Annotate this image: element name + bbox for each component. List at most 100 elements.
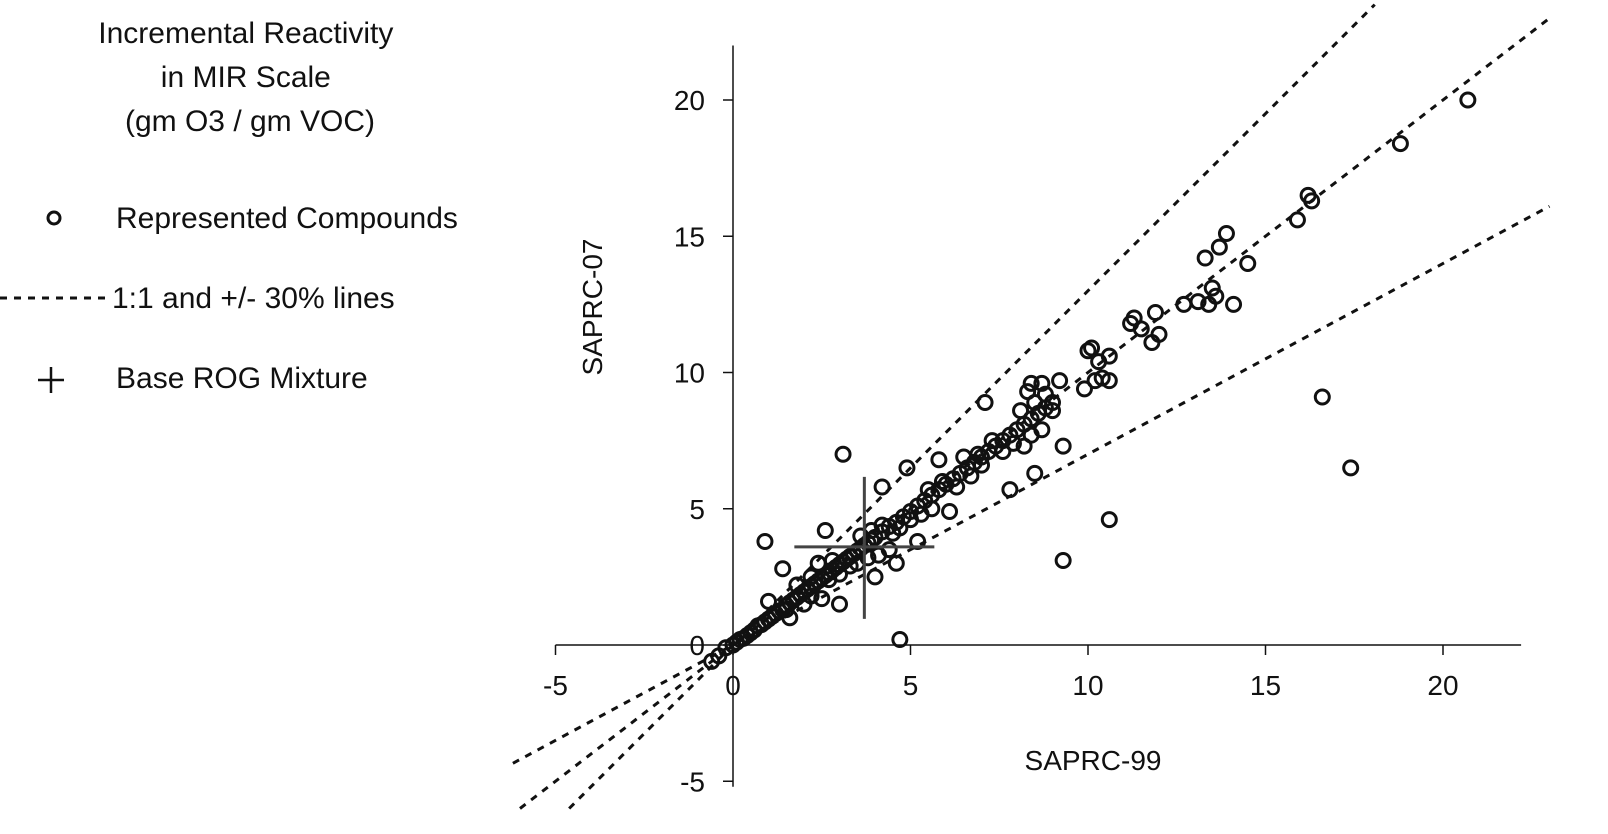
data-point — [909, 532, 927, 550]
data-point — [1012, 402, 1030, 420]
x-tick-label: 5 — [903, 670, 919, 701]
data-point — [873, 478, 891, 496]
data-point — [760, 592, 777, 610]
data-point — [866, 568, 884, 586]
data-point — [1196, 249, 1214, 267]
reference-lines — [512, 3, 1551, 810]
data-point — [1033, 421, 1051, 439]
data-point — [887, 554, 905, 572]
data-point — [1001, 481, 1019, 499]
data-point — [788, 576, 806, 594]
data-point — [1100, 347, 1118, 365]
data-point — [1203, 279, 1221, 297]
chart-title-line-1: Incremental Reactivity — [98, 17, 393, 50]
data-point — [994, 443, 1012, 461]
data-point — [823, 552, 841, 570]
y-tick-label: 0 — [689, 630, 705, 661]
data-point — [919, 481, 937, 499]
data-point — [1391, 135, 1409, 153]
y-tick-label: -5 — [680, 766, 705, 797]
data-point — [983, 432, 1001, 450]
data-point — [802, 587, 820, 605]
legend-circle-marker — [46, 210, 62, 226]
data-point — [802, 568, 820, 586]
data-point — [1313, 388, 1331, 406]
data-point — [1210, 238, 1228, 256]
x-tick-label: 10 — [1072, 670, 1103, 701]
data-point — [1100, 372, 1118, 390]
data-point — [1079, 342, 1097, 360]
axes: -5 0 5 10 15 20 -5 0 5 10 15 20 — [543, 45, 1522, 797]
legend-label-lines: 1:1 and +/- 30% lines — [112, 282, 395, 315]
data-point — [1217, 225, 1235, 243]
data-point — [1054, 437, 1072, 455]
data-point — [781, 609, 799, 627]
chart-title: Incremental Reactivity in MIR Scale (gm … — [98, 17, 401, 138]
y-axis-label: SAPRC-07 — [577, 239, 608, 376]
legend-label-compounds: Represented Compounds — [116, 202, 458, 235]
x-tick-label: 0 — [725, 670, 741, 701]
data-point — [1026, 464, 1044, 482]
data-point — [1051, 372, 1069, 390]
data-point — [923, 500, 941, 518]
legend-plus-marker — [38, 367, 64, 393]
y-tick-label: 5 — [689, 494, 705, 525]
data-points — [703, 91, 1477, 670]
chart-title-line-2: in MIR Scale — [161, 61, 331, 94]
data-point — [774, 560, 792, 578]
data-point — [1036, 385, 1054, 403]
data-point — [1225, 295, 1243, 313]
y-tick-label: 15 — [674, 221, 705, 252]
data-point — [1019, 383, 1037, 401]
data-point — [1459, 91, 1477, 109]
x-tick-label: 15 — [1250, 670, 1281, 701]
data-point — [1146, 304, 1164, 322]
data-point — [1075, 380, 1093, 398]
data-point — [1189, 293, 1207, 311]
data-point — [1054, 552, 1072, 570]
legend-label-base-rog: Base ROG Mixture — [116, 362, 368, 395]
reference-line — [512, 204, 1551, 765]
data-point — [831, 565, 848, 583]
data-point — [891, 631, 909, 649]
data-point — [1288, 211, 1306, 229]
x-axis-label: SAPRC-99 — [1025, 745, 1162, 776]
data-point — [930, 451, 948, 469]
data-point — [1033, 374, 1051, 392]
data-point — [831, 595, 848, 613]
chart-title-line-3: (gm O3 / gm VOC) — [125, 105, 375, 138]
data-point — [756, 532, 774, 550]
data-point — [976, 393, 994, 411]
data-point — [859, 549, 877, 567]
x-tick-label: 20 — [1427, 670, 1458, 701]
data-point — [834, 445, 852, 463]
data-point — [873, 516, 891, 534]
legend: Incremental Reactivity in MIR Scale (gm … — [0, 17, 458, 395]
data-point — [880, 541, 898, 559]
data-point — [1342, 459, 1360, 477]
data-point — [941, 502, 959, 520]
y-tick-label: 10 — [674, 358, 705, 389]
data-point — [1100, 511, 1118, 529]
base-rog-mixture-marker — [794, 476, 935, 619]
data-point — [1004, 434, 1022, 452]
data-point — [1022, 374, 1040, 392]
data-point — [1299, 186, 1317, 204]
data-point — [1207, 287, 1225, 305]
x-tick-label: -5 — [543, 670, 568, 701]
data-point — [1239, 255, 1257, 272]
data-point — [973, 456, 990, 474]
data-point — [816, 522, 834, 540]
data-point — [1125, 309, 1143, 327]
data-point — [962, 467, 980, 485]
data-point — [777, 601, 795, 619]
data-point — [1044, 402, 1061, 420]
data-point — [969, 445, 987, 463]
data-point — [933, 473, 951, 490]
data-point — [898, 459, 916, 477]
data-point — [1150, 325, 1168, 343]
data-point — [813, 590, 831, 608]
data-point — [948, 478, 966, 496]
data-point — [891, 519, 909, 537]
